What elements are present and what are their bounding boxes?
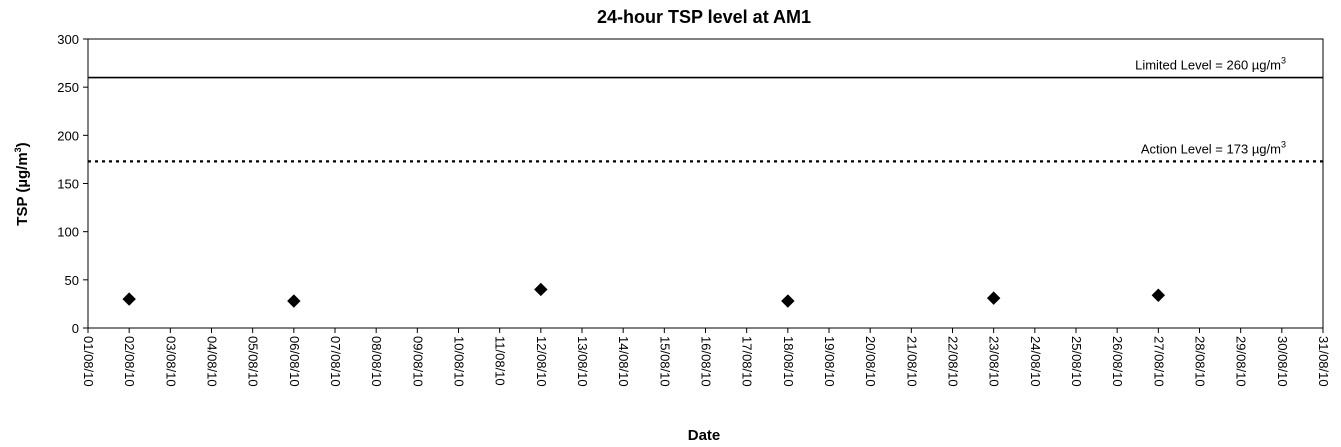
y-axis: 0 50 100 150 200 250 300 [57,32,88,336]
reference-lines: Limited Level = 260 µg/m3 Action Level = … [88,56,1323,163]
x-tick-label: 18/08/10 [781,336,796,387]
x-tick-label: 15/08/10 [657,336,672,387]
y-tick-label: 150 [57,177,79,192]
x-tick-label: 16/08/10 [699,336,714,387]
x-tick-label: 30/08/10 [1275,336,1290,387]
x-tick-label: 24/08/10 [1028,336,1043,387]
x-tick-label: 01/08/10 [81,336,96,387]
x-tick-label: 13/08/10 [575,336,590,387]
x-tick-label: 12/08/10 [534,336,549,387]
x-tick-label: 19/08/10 [822,336,837,387]
y-axis-title: TSP (µg/m3) [13,142,31,225]
x-tick-label: 31/08/10 [1316,336,1331,387]
plot-border [87,38,1324,329]
x-tick-label: 05/08/10 [246,336,261,387]
x-tick-label: 22/08/10 [946,336,961,387]
y-tick-label: 300 [57,32,79,47]
plot-area [87,38,1324,329]
data-point [1151,288,1166,302]
y-tick-label: 100 [57,225,79,240]
x-tick-label: 04/08/10 [205,336,220,387]
x-tick-label: 10/08/10 [452,336,467,387]
action-level-label: Action Level = 173 µg/m3 [1141,139,1286,156]
y-tick-label: 250 [57,80,79,95]
x-tick-label: 09/08/10 [410,336,425,387]
x-tick-label: 29/08/10 [1234,336,1249,387]
x-tick-label: 27/08/10 [1151,336,1166,387]
chart-title: 24-hour TSP level at AM1 [597,7,811,27]
data-point [122,292,136,306]
x-tick-label: 08/08/10 [369,336,384,387]
x-tick-label: 25/08/10 [1069,336,1084,387]
x-tick-label: 02/08/10 [122,336,137,387]
x-tick-label: 26/08/10 [1110,336,1125,387]
data-point [986,291,1001,305]
limited-level-label: Limited Level = 260 µg/m3 [1135,56,1286,73]
data-point [781,294,795,308]
y-tick-label: 200 [57,128,79,143]
x-tick-label: 06/08/10 [287,336,302,387]
x-tick-label: 11/08/10 [493,336,508,386]
x-tick-label: 28/08/10 [1193,336,1208,387]
x-tick-label: 23/08/10 [987,336,1002,387]
y-tick-label: 0 [72,321,79,336]
x-axis: 01/08/10 02/08/10 03/08/10 04/08/10 05/08/10… [81,328,1331,387]
x-tick-label: 14/08/10 [616,336,631,387]
x-tick-label: 21/08/10 [904,336,919,387]
x-axis-title: Date [688,427,721,444]
x-tick-label: 03/08/10 [163,336,178,387]
data-point [287,294,301,308]
x-tick-label: 07/08/10 [328,336,343,387]
data-point [534,282,548,297]
data-series [122,282,1166,308]
y-tick-label: 50 [65,273,79,288]
x-tick-label: 17/08/10 [740,336,755,387]
x-tick-label: 20/08/10 [863,336,878,387]
